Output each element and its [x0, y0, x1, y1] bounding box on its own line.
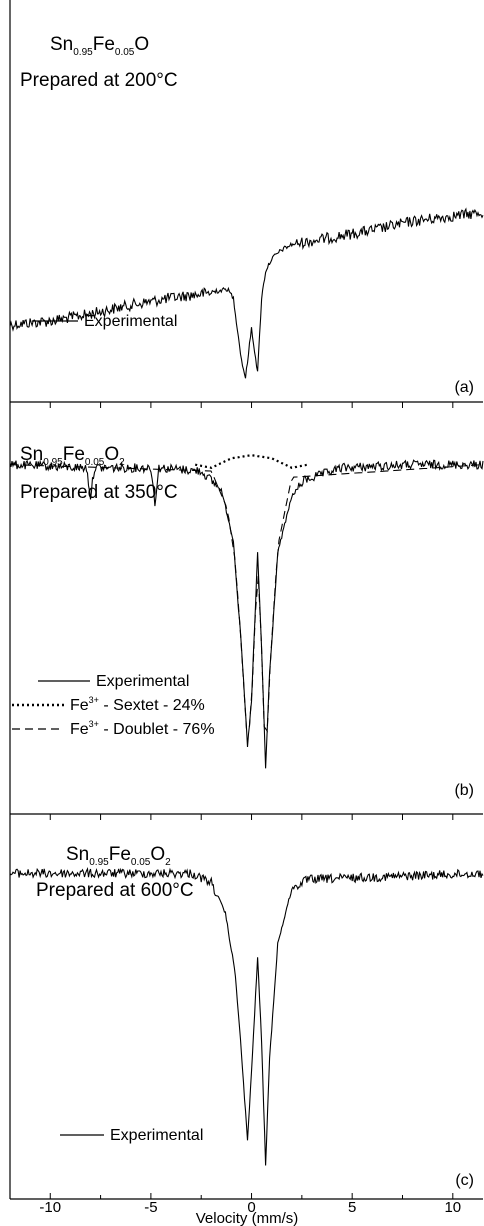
series-0-solid-line — [9, 207, 484, 379]
series-1-dashed-line — [9, 464, 484, 733]
panel-letter: (a) — [454, 379, 474, 396]
legend-label-solid: Experimental — [110, 1127, 203, 1144]
legend-label-solid: Experimental — [84, 313, 177, 330]
panel-a: Sn0.95Fe0.05O Prepared at 200°C Experiment… — [9, 34, 484, 396]
panel-title-line-1: Sn0.95Fe0.05O2 — [20, 444, 125, 468]
series-1-dotted-line — [194, 454, 309, 469]
panel-title-line-1: Sn0.95Fe0.05O2 — [66, 844, 171, 868]
panel-c: Sn0.95Fe0.05O2 Prepared at 600°C Experimen… — [9, 814, 484, 1189]
x-axis: -10 -5 0 5 10 — [39, 1193, 461, 1216]
x-tick-label: -10 — [39, 1199, 61, 1216]
panel-letter: (c) — [455, 1172, 474, 1189]
x-axis-label: Velocity (mm/s) — [196, 1210, 299, 1226]
panel-letter: (b) — [454, 782, 474, 799]
panel-frames — [9, 0, 483, 1200]
panel-title-line-1: Sn0.95Fe0.05O — [50, 34, 149, 58]
legend-label-dashed: Fe3+ - Doublet - 76% — [70, 719, 215, 738]
panel-title-line-2: Prepared at 350°C — [20, 482, 178, 503]
x-tick-label: 10 — [444, 1199, 461, 1216]
series-2-solid-line — [9, 867, 484, 1166]
panels-layer: Sn0.95Fe0.05O Prepared at 200°C Experiment… — [9, 34, 484, 1189]
x-tick-label: 0 — [247, 1199, 255, 1216]
legend-label-dotted: Fe3+ - Sextet - 24% — [70, 695, 205, 714]
x-tick-label: 5 — [348, 1199, 356, 1216]
legend-label-solid: Experimental — [96, 673, 189, 690]
panel-title-line-2: Prepared at 200°C — [20, 70, 178, 91]
panel-title-line-2: Prepared at 600°C — [36, 880, 194, 901]
x-tick-label: -5 — [144, 1199, 157, 1216]
panel-b: Sn0.95Fe0.05O2 Prepared at 350°C Experimen… — [9, 402, 484, 799]
